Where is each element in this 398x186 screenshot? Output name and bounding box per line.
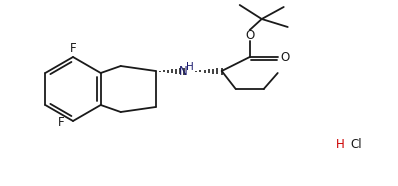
- Text: H: H: [336, 137, 344, 150]
- Text: F: F: [70, 41, 76, 54]
- Text: O: O: [280, 51, 289, 63]
- Text: N: N: [179, 65, 188, 78]
- Text: H: H: [186, 62, 193, 72]
- Text: F: F: [57, 116, 64, 129]
- Text: O: O: [245, 28, 254, 41]
- Text: Cl: Cl: [350, 137, 362, 150]
